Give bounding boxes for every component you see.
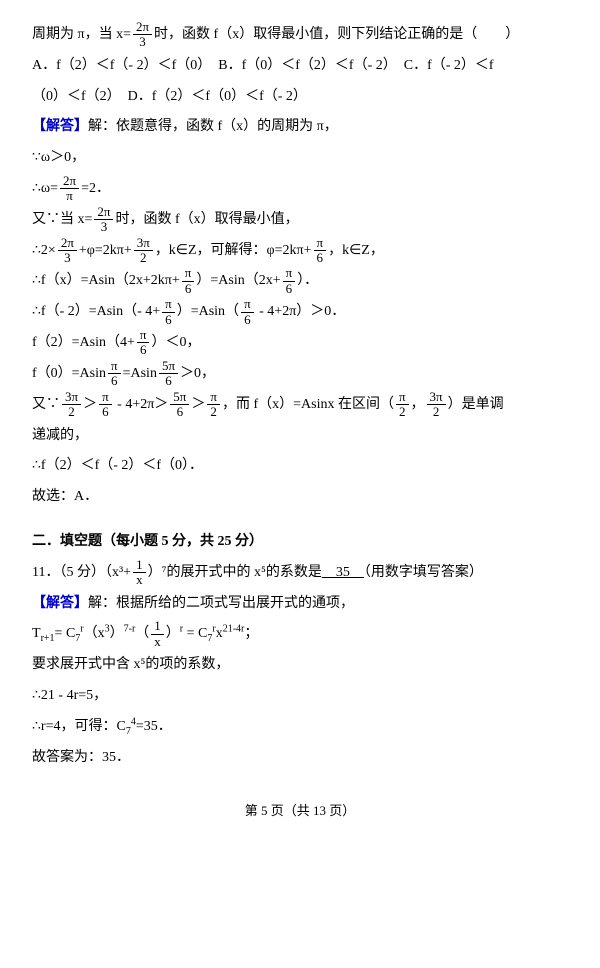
fraction: π6 <box>182 266 195 296</box>
t: ∴r=4，可得：C <box>32 719 126 734</box>
fraction: π6 <box>99 390 112 420</box>
t: ， <box>411 397 425 412</box>
fraction: 5π6 <box>159 359 178 389</box>
text-line: 【解答】解：依题意得，函数 f（x）的周期为 π， <box>32 112 568 143</box>
sup: 21-4r <box>223 624 245 635</box>
t: ）⁷的展开式中的 x⁵的系数是 <box>148 565 322 580</box>
t: =Asin <box>123 366 157 381</box>
text-line: 又∵3π2＞π6 - 4+2π＞5π6＞π2，而 f（x）=Asinx 在区间（… <box>32 390 568 421</box>
t: ）． <box>297 273 318 288</box>
text-line: ∴ω=2ππ=2． <box>32 174 568 205</box>
t: ）＜0， <box>151 335 200 350</box>
t: f（0）=Asin <box>32 366 106 381</box>
sup: 7-r <box>124 624 136 635</box>
t: （ <box>135 626 149 641</box>
fraction: 2π3 <box>133 20 152 50</box>
t: 时，函数 f（x）取得最小值， <box>115 212 298 227</box>
fraction: 2ππ <box>60 174 79 204</box>
text-line: f（2）=Asin（4+π6）＜0， <box>32 328 568 359</box>
fraction: 2π3 <box>58 236 77 266</box>
blank-answer: 35 <box>322 565 364 580</box>
t: ）是单调 <box>448 397 504 412</box>
text-line: ∴f（x）=Asin（2x+2kπ+π6）=Asin（2x+π6）． <box>32 266 568 297</box>
t: 又∵ <box>32 397 60 412</box>
t: 周期为 π，当 x= <box>32 27 131 42</box>
text-line: ∴r=4，可得：C74=35． <box>32 712 568 743</box>
t: = C <box>55 626 76 641</box>
t: ） <box>110 626 124 641</box>
t: ） <box>166 626 180 641</box>
text-line: 11．（5 分）（x³+1x）⁷的展开式中的 x⁵的系数是 35 （用数字填写答… <box>32 558 568 589</box>
t: +φ=2kπ+ <box>79 243 132 258</box>
t: ∴2× <box>32 243 56 258</box>
text-line: A．f（2）＜f（- 2）＜f（0） B．f（0）＜f（2）＜f（- 2） C．… <box>32 51 568 82</box>
text-line: f（0）=Asinπ6=Asin5π6＞0， <box>32 359 568 390</box>
text-line: 【解答】解：根据所给的二项式写出展开式的通项， <box>32 589 568 620</box>
t: 解：根据所给的二项式写出展开式的通项， <box>88 596 354 611</box>
t: 解：依题意得，函数 f（x）的周期为 π， <box>88 119 338 134</box>
fraction: 5π6 <box>170 390 189 420</box>
fraction: π2 <box>396 390 409 420</box>
answer-label: 【解答】 <box>32 119 88 134</box>
t: ，而 f（x）=Asinx 在区间（ <box>222 397 394 412</box>
fraction: π6 <box>137 328 150 358</box>
text-line: （0）＜f（2） D．f（2）＜f（0）＜f（- 2） <box>32 82 568 113</box>
t: - 4+2π＞ <box>114 397 169 412</box>
text-line: 周期为 π，当 x=2π3时，函数 f（x）取得最小值，则下列结论正确的是（ ） <box>32 20 568 51</box>
sub: r+1 <box>41 633 55 644</box>
text-line: 递减的， <box>32 421 568 452</box>
fraction: π6 <box>162 297 175 327</box>
text-line: ∴f（- 2）=Asin（- 4+π6）=Asin（π6 - 4+2π）＞0． <box>32 297 568 328</box>
t: ∴f（x）=Asin（2x+2kπ+ <box>32 273 180 288</box>
fraction: 1x <box>151 619 164 649</box>
fraction: 3π2 <box>62 390 81 420</box>
page-content: 周期为 π，当 x=2π3时，函数 f（x）取得最小值，则下列结论正确的是（ ）… <box>0 0 600 846</box>
fraction: π2 <box>207 390 220 420</box>
text-line: 要求展开式中含 x⁵的项的系数， <box>32 650 568 681</box>
t: ＞0， <box>180 366 215 381</box>
section-heading: 二．填空题（每小题 5 分，共 25 分） <box>32 527 568 558</box>
t: ，k∈Z， <box>328 243 384 258</box>
t: =35． <box>136 719 172 734</box>
t: 时，函数 f（x）取得最小值，则下列结论正确的是（ ） <box>154 27 519 42</box>
fraction: 3π2 <box>134 236 153 266</box>
answer-label: 【解答】 <box>32 596 88 611</box>
text-line: 故选：A． <box>32 482 568 513</box>
fraction: π6 <box>108 359 121 389</box>
text-line: ∴f（2）＜f（- 2）＜f（0）． <box>32 451 568 482</box>
t: ）=Asin（ <box>177 304 239 319</box>
text-line: ∴2×2π3+φ=2kπ+3π2，k∈Z，可解得：φ=2kπ+π6，k∈Z， <box>32 236 568 267</box>
text-line: ∵ω＞0， <box>32 143 568 174</box>
t: x <box>216 626 223 641</box>
fraction: 2π3 <box>94 205 113 235</box>
t: ＞ <box>83 397 97 412</box>
fraction: π6 <box>241 297 254 327</box>
t: ∴f（- 2）=Asin（- 4+ <box>32 304 160 319</box>
t: ； <box>244 626 258 641</box>
t: ）=Asin（2x+ <box>196 273 280 288</box>
sub: 7 <box>126 726 131 737</box>
t: - 4+2π）＞0． <box>256 304 346 319</box>
t: = C <box>183 626 207 641</box>
fraction: 1x <box>133 558 146 588</box>
t: =2． <box>81 181 110 196</box>
t: ＞ <box>191 397 205 412</box>
t: 11．（5 分）（x³+ <box>32 565 131 580</box>
t: ，k∈Z，可解得：φ=2kπ+ <box>155 243 312 258</box>
t: T <box>32 626 41 641</box>
fraction: 3π2 <box>427 390 446 420</box>
text-line: Tr+1= C7r（x3）7-r（1x）r = C7rx21-4r； <box>32 619 568 650</box>
fraction: π6 <box>283 266 296 296</box>
t: ∴ω= <box>32 181 58 196</box>
fraction: π6 <box>314 236 327 266</box>
t: f（2）=Asin（4+ <box>32 335 135 350</box>
page-footer: 第 5 页（共 13 页） <box>32 797 568 836</box>
t: 又∵当 x= <box>32 212 92 227</box>
text-line: ∴21 - 4r=5， <box>32 681 568 712</box>
text-line: 故答案为：35． <box>32 743 568 774</box>
t: （x <box>84 626 105 641</box>
t: （用数字填写答案） <box>364 565 483 580</box>
text-line: 又∵当 x=2π3时，函数 f（x）取得最小值， <box>32 205 568 236</box>
